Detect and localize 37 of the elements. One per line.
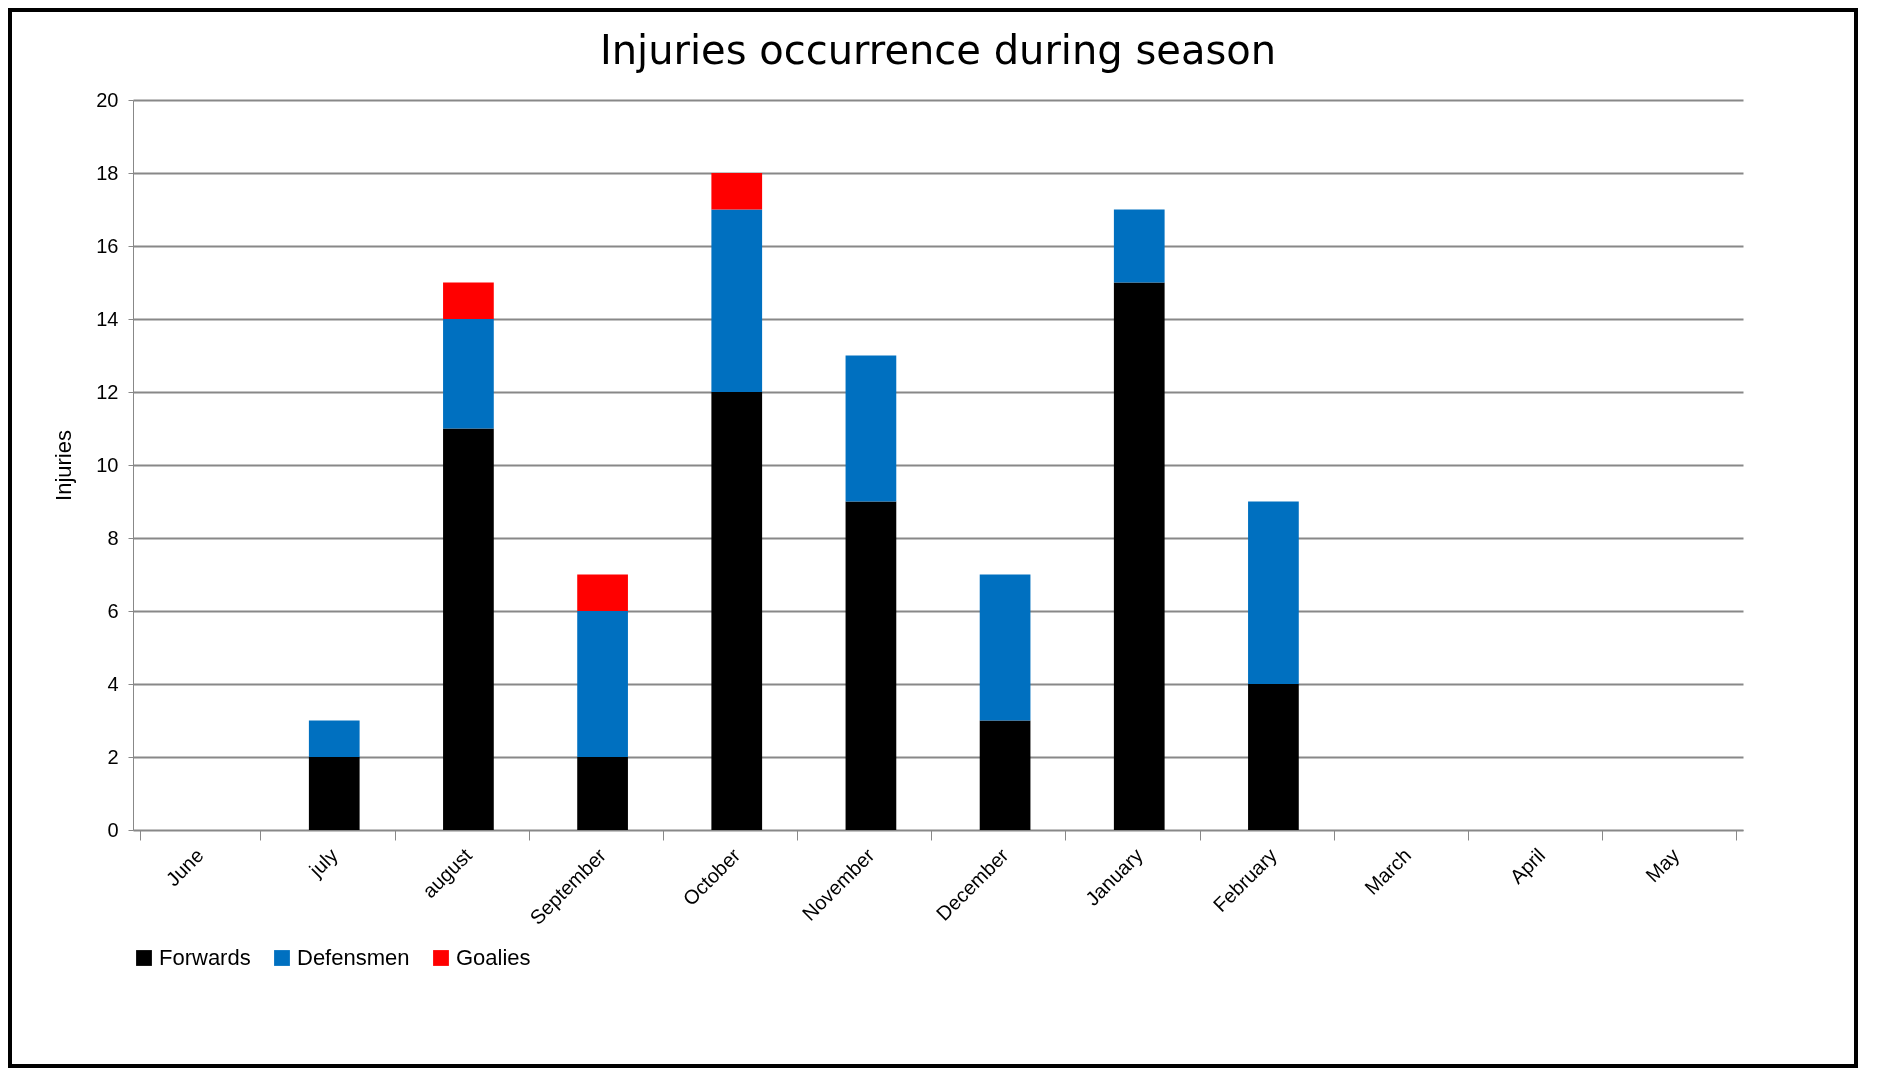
y-tick-label: 4 bbox=[107, 672, 119, 695]
bar bbox=[711, 173, 763, 210]
y-tick-label: 20 bbox=[96, 88, 119, 111]
y-tick-label: 10 bbox=[96, 453, 119, 476]
bar bbox=[308, 757, 360, 830]
bar bbox=[711, 209, 763, 392]
y-tick-label: 16 bbox=[96, 234, 119, 257]
bar bbox=[979, 574, 1031, 721]
bar bbox=[1113, 209, 1165, 283]
y-tick-label: 0 bbox=[107, 818, 119, 841]
chart-title: Injuries occurrence during season bbox=[599, 27, 1277, 73]
bar bbox=[577, 611, 628, 757]
bar bbox=[443, 428, 494, 830]
bar bbox=[1248, 684, 1299, 830]
bar bbox=[443, 282, 494, 319]
legend-label: Goalies bbox=[456, 945, 531, 970]
bar bbox=[1113, 282, 1165, 830]
bar bbox=[845, 355, 897, 502]
y-axis-title: Injuries bbox=[51, 430, 77, 501]
bar bbox=[1248, 501, 1299, 684]
x-tick-label: May bbox=[1641, 844, 1684, 887]
y-tick-label: 12 bbox=[96, 380, 119, 403]
y-tick-label: 2 bbox=[107, 745, 119, 768]
bar bbox=[577, 574, 628, 611]
x-tick-label: july bbox=[304, 844, 342, 882]
legend-label: Forwards bbox=[159, 945, 251, 970]
y-tick-label: 6 bbox=[107, 599, 119, 622]
bar bbox=[577, 757, 628, 830]
bar bbox=[845, 501, 897, 830]
y-tick-label: 8 bbox=[107, 526, 119, 549]
bar bbox=[711, 392, 763, 830]
y-tick-label: 14 bbox=[96, 307, 119, 330]
legend-label: Defensmen bbox=[297, 945, 410, 970]
bar bbox=[979, 720, 1031, 830]
bar bbox=[443, 319, 494, 429]
bar bbox=[308, 720, 360, 757]
y-tick-label: 18 bbox=[96, 161, 119, 184]
